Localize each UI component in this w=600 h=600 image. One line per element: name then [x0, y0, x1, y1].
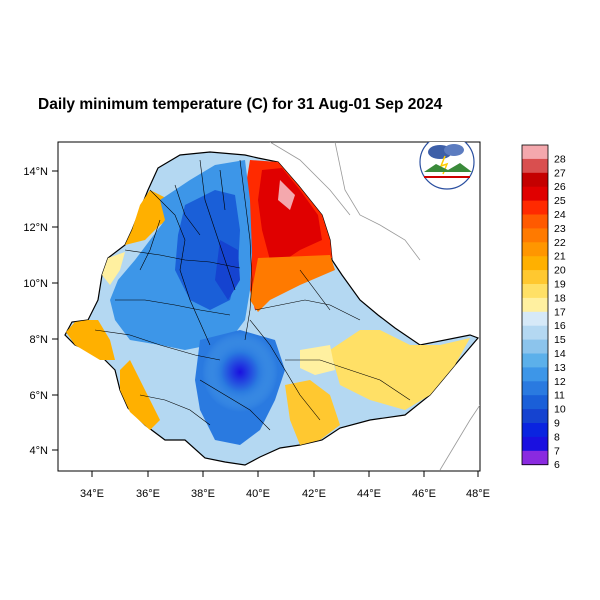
admin-boundaries	[94, 159, 411, 431]
y-tick-label: 12°N	[23, 222, 48, 234]
border-line	[269, 142, 351, 216]
y-tick-label: 14°N	[23, 166, 48, 178]
x-tick-label: 48°E	[466, 488, 490, 500]
colorbar-label: 7	[554, 445, 560, 457]
coastline	[439, 404, 480, 471]
colorbar-swatch	[522, 270, 548, 285]
colorbar-label: 26	[554, 181, 566, 193]
colorbar-swatch	[522, 436, 548, 452]
highland-coldest-core	[215, 240, 240, 300]
somali-mild-region	[330, 330, 470, 410]
colorbar-label: 18	[554, 292, 566, 304]
colorbar-swatch	[522, 284, 548, 299]
colorbar-label: 10	[554, 404, 566, 416]
northwest-mild-region	[102, 252, 125, 285]
colorbar-swatch	[522, 158, 548, 174]
x-tick-label: 44°E	[357, 488, 381, 500]
colorbar-swatch	[522, 145, 548, 160]
colorbar-label: 22	[554, 237, 566, 249]
colorbar-label: 27	[554, 167, 566, 179]
gambela-warm-region	[66, 320, 115, 360]
y-tick-label: 6°N	[30, 390, 49, 402]
colorbar-label: 24	[554, 209, 566, 221]
y-tick-label: 10°N	[23, 278, 48, 290]
colorbar-label: 21	[554, 251, 566, 263]
colorbar-label: 6	[554, 459, 560, 471]
colorbar-swatch	[522, 297, 548, 313]
colorbar-label: 19	[554, 279, 566, 291]
bale-cold-core	[202, 332, 278, 412]
colorbar-label: 28	[554, 153, 566, 165]
map-content	[64, 142, 480, 471]
colorbar-swatch	[522, 242, 548, 257]
colorbar-label: 16	[554, 320, 566, 332]
colorbar-swatch	[522, 409, 548, 424]
colorbar-swatch	[522, 172, 548, 188]
colorbar-swatch	[522, 311, 548, 327]
colorbar-label: 9	[554, 418, 560, 430]
colorbar-outline	[521, 144, 549, 466]
colorbar-label: 17	[554, 306, 566, 318]
x-tick-label: 34°E	[80, 488, 104, 500]
colorbar-label: 25	[554, 195, 566, 207]
x-tick-label: 38°E	[191, 488, 215, 500]
colorbar-label: 11	[554, 390, 565, 402]
colorbar-swatch	[522, 381, 548, 396]
x-tick-label: 36°E	[136, 488, 160, 500]
colorbar-swatch	[522, 256, 548, 271]
afar-hot-core	[258, 168, 322, 260]
colorbar-label: 15	[554, 334, 566, 346]
y-tick-label: 8°N	[30, 334, 49, 346]
y-axis: 14°N 12°N 10°N 8°N 6°N 4°N	[23, 166, 58, 457]
colorbar-swatch	[522, 423, 548, 438]
colorbar-swatch	[522, 200, 548, 215]
ethiopian-meteorology-institute-logo	[419, 142, 475, 190]
x-tick-label: 46°E	[412, 488, 436, 500]
colorbar-label: 8	[554, 431, 560, 443]
x-tick-label: 40°E	[246, 488, 270, 500]
afar-south-region	[250, 255, 335, 312]
colorbar-label: 20	[554, 265, 566, 277]
coastline	[334, 142, 421, 261]
colorbar-label: 23	[554, 223, 566, 235]
y-tick-label: 4°N	[30, 445, 49, 457]
colorbar-swatch	[522, 339, 548, 354]
colorbar-swatch	[522, 353, 548, 368]
x-axis: 34°E 36°E 38°E 40°E 42°E 44°E 46°E 48°E	[80, 471, 490, 500]
colorbar-swatch	[522, 395, 548, 410]
colorbar-swatch	[522, 214, 548, 229]
colorbar-swatch	[522, 450, 548, 466]
southeast-warm-region	[285, 380, 340, 445]
danakil-hot-spot	[278, 180, 295, 210]
colorbar-label: 12	[554, 376, 566, 388]
colorbar-swatch	[522, 186, 548, 201]
colorbar-swatch	[522, 228, 548, 243]
x-tick-label: 42°E	[302, 488, 326, 500]
colorbar-label: 14	[554, 348, 566, 360]
map-title: Daily minimum temperature (C) for 31 Aug…	[38, 96, 443, 113]
colorbar-swatch	[522, 367, 548, 382]
colorbar-swatch	[522, 325, 548, 340]
colorbar-label: 13	[554, 362, 566, 374]
